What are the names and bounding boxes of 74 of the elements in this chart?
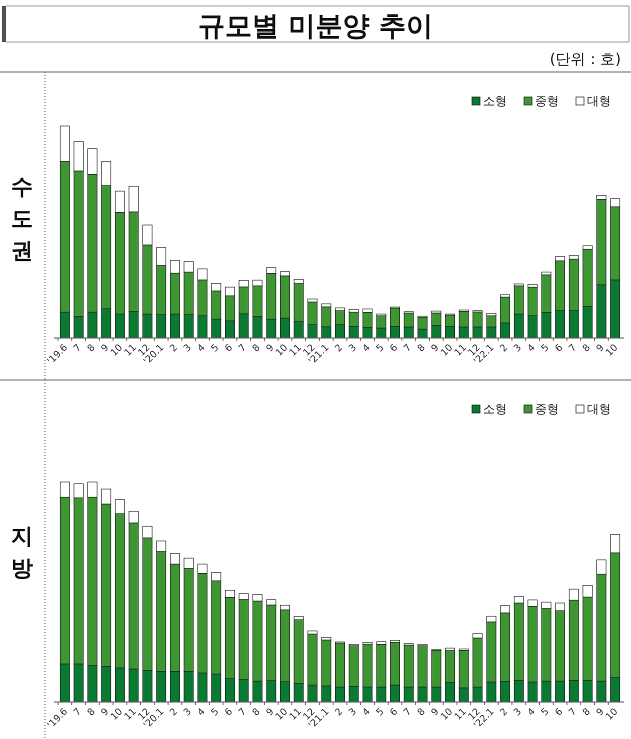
x-tick-label: 11: [452, 706, 469, 723]
x-tick-label: 7: [72, 706, 84, 718]
x-tick-label: 5: [374, 706, 386, 718]
x-tick-label: 6: [388, 706, 400, 718]
x-tick-label: 2: [168, 706, 180, 718]
x-tick-label: 5: [539, 706, 552, 718]
x-tick-label: 7: [566, 342, 579, 354]
x-tick-label: 10: [438, 342, 456, 359]
x-tick-label: 2: [168, 342, 180, 354]
x-tick-label: 9: [594, 342, 606, 354]
text: (단위 : 호): [550, 50, 621, 68]
x-tick-label: 9: [99, 342, 112, 354]
x-tick-label: 8: [416, 342, 428, 354]
x-tick-label: 6: [223, 706, 236, 718]
chart-title: 규모별 미분양 추이: [198, 11, 433, 42]
x-tick-label: 4: [360, 342, 373, 354]
x-tick-label: 8: [580, 706, 593, 718]
y-axis-title: 지방: [11, 524, 33, 582]
x-tick-label: 9: [429, 706, 442, 718]
x-tick-label: 7: [566, 706, 579, 718]
x-tick-label: 10: [604, 342, 620, 359]
x-tick-label: 8: [85, 706, 98, 718]
x-tick-label: 2: [498, 706, 510, 718]
x-tick-label: 10: [274, 706, 290, 723]
x-tick-label: 7: [236, 342, 249, 354]
x-tick-label: 9: [264, 342, 276, 354]
x-tick-label: 2: [333, 706, 346, 718]
x-tick-label: 3: [512, 342, 524, 354]
legend-label: 대형: [587, 94, 611, 108]
x-tick-label: 8: [416, 706, 428, 718]
x-tick-label: 7: [72, 342, 84, 354]
x-tick-label: 9: [429, 342, 442, 354]
x-tick-label: 8: [85, 342, 98, 354]
x-tick-label: 5: [539, 342, 552, 354]
x-tick-label: 5: [209, 342, 222, 354]
legend-label: 소형: [483, 94, 507, 108]
x-tick-label: 11: [452, 342, 469, 359]
x-tick-label: 11: [288, 706, 304, 723]
x-tick-label: 7: [402, 706, 414, 718]
x-tick-label: 9: [99, 706, 112, 718]
x-tick-label: 3: [346, 706, 359, 718]
x-tick-label: 8: [580, 342, 593, 354]
legend-label: 소형: [483, 402, 507, 416]
x-tick-label: 10: [438, 706, 456, 723]
x-tick-label: 11: [288, 342, 304, 359]
x-tick-label: 7: [236, 706, 249, 718]
x-tick-label: 2: [333, 342, 346, 354]
x-tick-label: 2: [498, 342, 510, 354]
x-tick-label: 6: [223, 342, 236, 354]
x-tick-label: 7: [402, 342, 414, 354]
x-tick-label: 4: [526, 706, 538, 718]
x-tick-label: 6: [553, 342, 566, 354]
x-tick-label: 5: [374, 342, 386, 354]
x-tick-label: 3: [346, 342, 359, 354]
x-tick-label: 5: [209, 706, 222, 718]
x-tick-label: 9: [264, 706, 276, 718]
x-tick-label: 4: [526, 342, 538, 354]
x-tick-label: 6: [553, 706, 566, 718]
legend-label: 중형: [535, 402, 559, 416]
x-tick-label: 4: [360, 706, 373, 718]
x-tick-label: 10: [604, 706, 620, 723]
x-tick-label: 9: [594, 706, 606, 718]
x-tick-label: 10: [274, 342, 290, 359]
x-tick-label: 3: [512, 706, 524, 718]
x-tick-label: 4: [196, 342, 208, 354]
y-axis-title: 수도권: [11, 175, 33, 264]
x-tick-label: 8: [250, 342, 263, 354]
x-tick-label: 3: [182, 342, 194, 354]
x-tick-label: 6: [388, 342, 400, 354]
x-tick-label: 3: [182, 706, 194, 718]
legend-label: 대형: [587, 402, 611, 416]
x-tick-label: 8: [250, 706, 263, 718]
x-tick-label: 4: [196, 706, 208, 718]
legend-label: 중형: [535, 94, 559, 108]
